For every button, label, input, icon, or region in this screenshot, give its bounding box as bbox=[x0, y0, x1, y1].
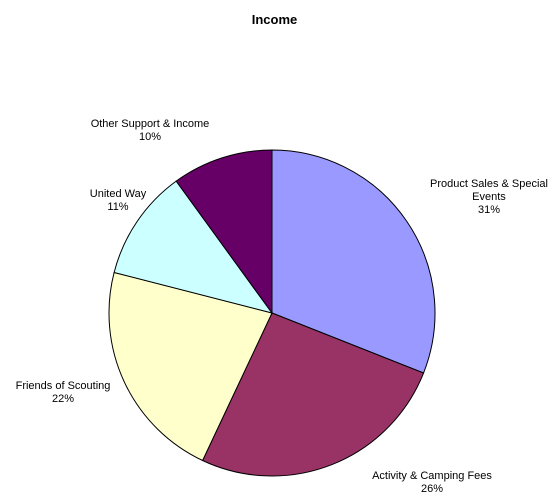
chart-title: Income bbox=[251, 12, 298, 27]
pie-slice bbox=[113, 180, 274, 314]
slice-label: Activity & Camping Fees bbox=[372, 470, 492, 482]
value-label: 10% bbox=[138, 131, 162, 143]
pie-slice bbox=[108, 271, 273, 462]
value-label: 31% bbox=[477, 204, 501, 216]
slice-label: Friends of Scouting bbox=[15, 380, 111, 392]
pie-slice bbox=[271, 149, 436, 374]
slice-label: United Way bbox=[89, 188, 147, 200]
slice-label: Other Support & Income bbox=[90, 118, 210, 130]
pie-slice bbox=[201, 312, 425, 477]
value-label: 26% bbox=[420, 483, 444, 495]
slice-label: Product Sales & Special Events bbox=[429, 178, 548, 203]
pie-slice bbox=[175, 149, 273, 315]
value-label: 11% bbox=[107, 201, 129, 213]
value-label: 22% bbox=[51, 393, 75, 405]
